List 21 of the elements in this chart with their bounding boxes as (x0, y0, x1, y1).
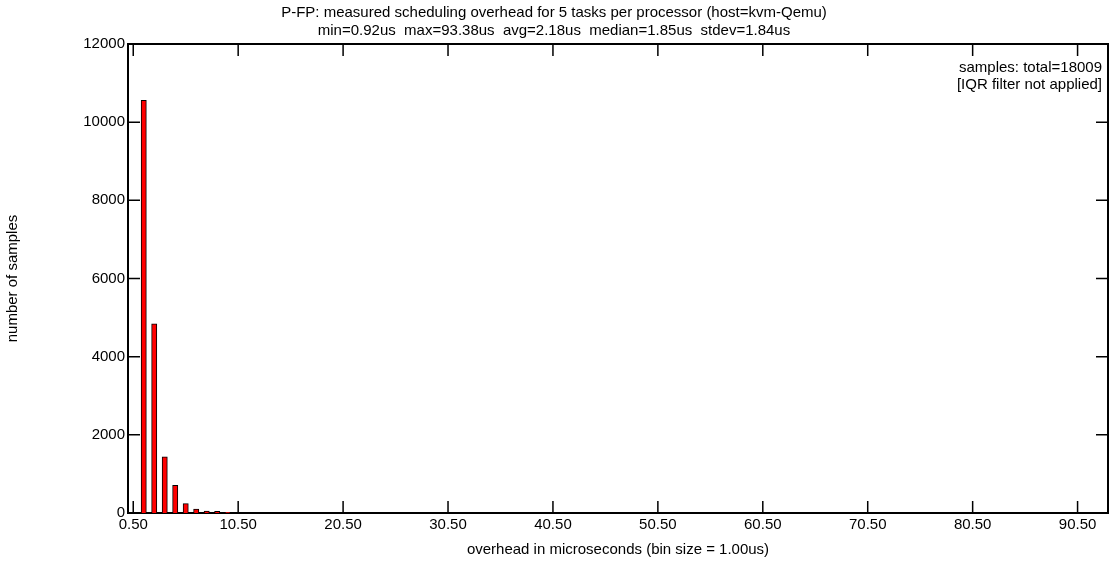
chart-subtitle: min=0.92us max=93.38us avg=2.18us median=1.85us stdev=1.84us (317, 21, 791, 39)
x-axis-title: overhead in microseconds (bin size = 1.00us) (466, 540, 770, 558)
y-tick-label: 6000 (91, 268, 125, 286)
x-tick-label: 40.50 (534, 515, 572, 533)
y-tick-label: 2000 (91, 424, 125, 442)
y-tick-label: 10000 (83, 112, 125, 130)
x-tick-label: 80.50 (953, 515, 992, 533)
x-tick-label: 20.50 (324, 515, 362, 533)
chart-title: P-FP: measured scheduling overhead for 5 tasks per processor (host=kvm-Qemu) (281, 3, 827, 21)
x-tick-label: 30.50 (429, 515, 467, 533)
y-axis-title: number of samples (3, 214, 21, 343)
x-tick-label: 60.50 (744, 515, 782, 533)
x-tick-label: 90.50 (1058, 515, 1097, 533)
y-tick-label: 8000 (91, 190, 125, 208)
x-tick-label: 10.50 (219, 515, 257, 533)
annotation: [IQR filter not applied] (956, 74, 1102, 92)
x-tick-label: 50.50 (639, 515, 677, 533)
annotation: samples: total=18009 (958, 57, 1102, 75)
y-tick-label: 12000 (83, 34, 125, 52)
y-tick-label: 4000 (91, 346, 125, 364)
x-tick-label: 70.50 (848, 515, 887, 533)
